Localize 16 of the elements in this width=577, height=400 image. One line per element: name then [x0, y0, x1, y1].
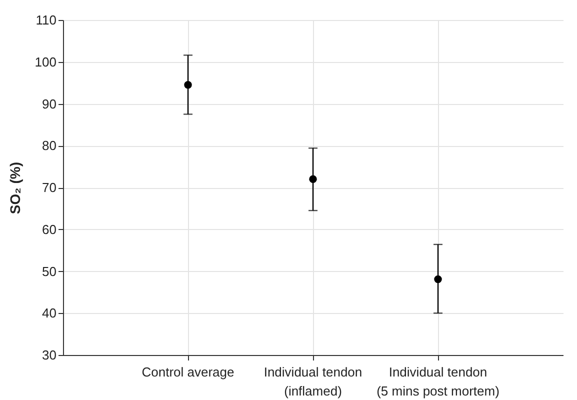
- x-tick-label: Individual tendon (5 mins post mortem): [376, 364, 500, 398]
- x-tick-label: Individual tendon (inflamed): [264, 364, 362, 398]
- point: [309, 175, 317, 183]
- y-tick-label: 50: [42, 264, 56, 279]
- y-tick-label: 30: [42, 348, 56, 362]
- point: [434, 275, 442, 284]
- y-axis-title: SO₂ (%): [6, 162, 23, 214]
- y-tick-label: 110: [36, 12, 56, 28]
- point: [184, 81, 192, 89]
- y-tick-label: 70: [42, 180, 56, 195]
- y-tick-label: 100: [34, 54, 56, 70]
- y-tick-label: 40: [42, 306, 56, 321]
- x-tick-label: Control average: [142, 364, 234, 380]
- y-tick-label: 90: [42, 96, 56, 112]
- y-tick-label: 60: [42, 222, 56, 237]
- y-tick-label: 80: [42, 138, 56, 154]
